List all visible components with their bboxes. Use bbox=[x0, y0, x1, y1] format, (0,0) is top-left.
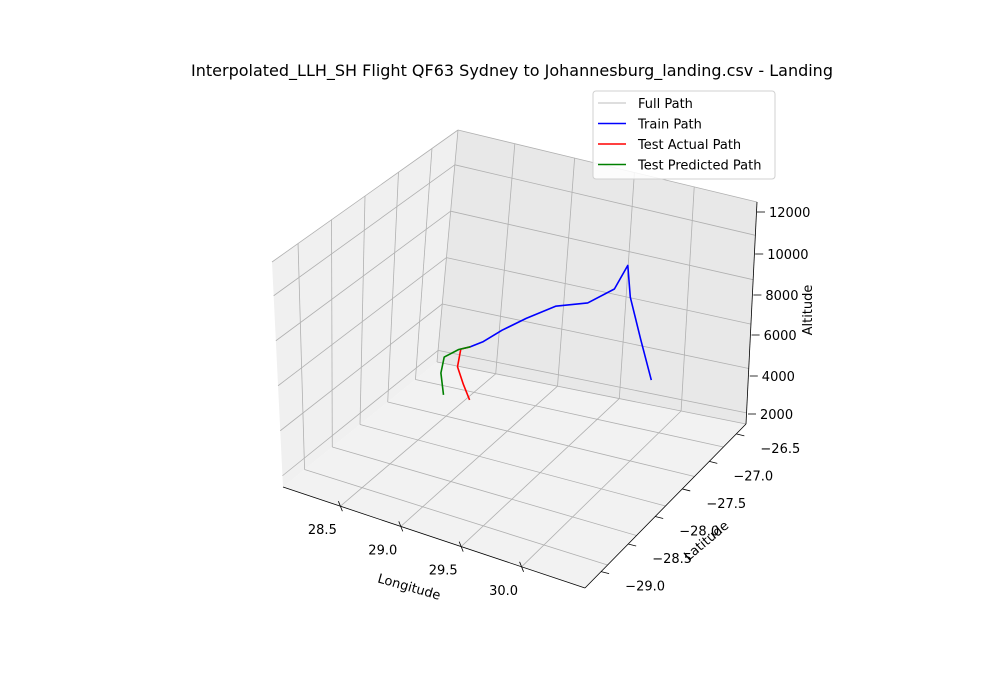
grid-line-y-left bbox=[297, 243, 305, 470]
grid-line-y-left bbox=[387, 172, 399, 403]
z-tick-label: 4000 bbox=[762, 370, 795, 385]
legend-label: Test Predicted Path bbox=[637, 159, 761, 174]
tick-labels: 28.5 29.0 29.5 30.0 −29.0 −28.5 −28.0 −27.5 −27.… bbox=[308, 206, 810, 599]
grid-line-z-left bbox=[273, 164, 456, 297]
z-tick-label: 12000 bbox=[769, 206, 810, 221]
grid-line-z-back bbox=[437, 350, 747, 414]
axis-lines bbox=[282, 201, 765, 589]
left-pane bbox=[272, 130, 458, 487]
z-tick-label: 2000 bbox=[760, 408, 793, 423]
x-tick-label: 29.0 bbox=[368, 543, 397, 558]
y-tick-label: −27.5 bbox=[706, 497, 746, 512]
grid-line-z-left bbox=[275, 210, 451, 342]
y-tick-label: −28.0 bbox=[679, 524, 719, 539]
y-tick-label: −27.0 bbox=[733, 469, 773, 484]
grid-line-z-back bbox=[446, 257, 752, 325]
chart-title: Interpolated_LLH_SH Flight QF63 Sydney t… bbox=[191, 61, 833, 81]
legend-label: Train Path bbox=[637, 118, 702, 133]
y-tick-mark bbox=[682, 488, 691, 492]
z-axis-label: Altitude bbox=[801, 285, 816, 336]
y-axis-line bbox=[584, 423, 747, 589]
grid-line-x-back bbox=[495, 143, 516, 374]
grid-line-y-left bbox=[359, 195, 366, 425]
x-tick-mark bbox=[458, 541, 464, 552]
z-tick-label: 6000 bbox=[764, 329, 797, 344]
data-series bbox=[440, 264, 653, 401]
grid-lines bbox=[271, 129, 758, 568]
grid-line-z-left bbox=[271, 129, 459, 263]
grid-line-y-left bbox=[331, 219, 333, 448]
y-tick-mark bbox=[628, 543, 637, 547]
grid-line-y-floor bbox=[359, 424, 666, 507]
grid-line-y-left bbox=[436, 129, 459, 363]
x-tick-mark bbox=[519, 561, 524, 572]
legend-label: Test Actual Path bbox=[637, 138, 741, 153]
y-tick-mark bbox=[709, 461, 718, 464]
x-tick-label: 29.5 bbox=[429, 564, 458, 579]
y-tick-label: −26.5 bbox=[760, 442, 800, 457]
grid-line-z-back bbox=[442, 303, 749, 369]
legend-box bbox=[592, 90, 776, 180]
grid-line-y-floor bbox=[332, 446, 637, 536]
grid-line-x-back bbox=[557, 158, 576, 387]
x-tick-mark bbox=[398, 521, 404, 532]
grid-line-x-back bbox=[680, 186, 695, 412]
x-tick-label: 30.0 bbox=[489, 584, 518, 599]
legend: Full Path Train Path Test Actual Path Test … bbox=[592, 90, 776, 180]
grid-line-y-left bbox=[415, 148, 433, 380]
test-predicted-path-line bbox=[440, 346, 471, 395]
z-tick-label: 8000 bbox=[765, 289, 798, 304]
grid-line-y-floor bbox=[304, 469, 608, 566]
floor-pane bbox=[283, 362, 746, 588]
grid-line-y-floor bbox=[436, 361, 747, 425]
y-tick-label: −29.0 bbox=[625, 580, 665, 595]
z-axis-line bbox=[745, 201, 758, 425]
grid-line-z-left bbox=[280, 303, 443, 432]
grid-line-y-floor bbox=[387, 401, 695, 477]
x-axis-line bbox=[282, 486, 586, 589]
grid-line-z-back bbox=[450, 210, 754, 281]
x-tick-mark bbox=[338, 501, 343, 512]
y-tick-mark bbox=[655, 516, 664, 519]
x-tick-label: 28.5 bbox=[308, 523, 337, 538]
legend-label: Full Path bbox=[638, 97, 693, 112]
back-pane bbox=[437, 130, 757, 424]
grid-line-x-back bbox=[618, 172, 635, 399]
y-tick-label: −28.5 bbox=[652, 552, 692, 567]
train-path-line bbox=[470, 264, 653, 381]
y-tick-mark bbox=[736, 433, 745, 437]
grid-line-z-back bbox=[454, 164, 756, 236]
y-tick-mark bbox=[601, 571, 610, 574]
axis-panes bbox=[272, 130, 757, 588]
z-tick-label: 10000 bbox=[767, 248, 808, 263]
grid-line-z-left bbox=[282, 350, 439, 477]
grid-line-z-left bbox=[277, 257, 447, 387]
